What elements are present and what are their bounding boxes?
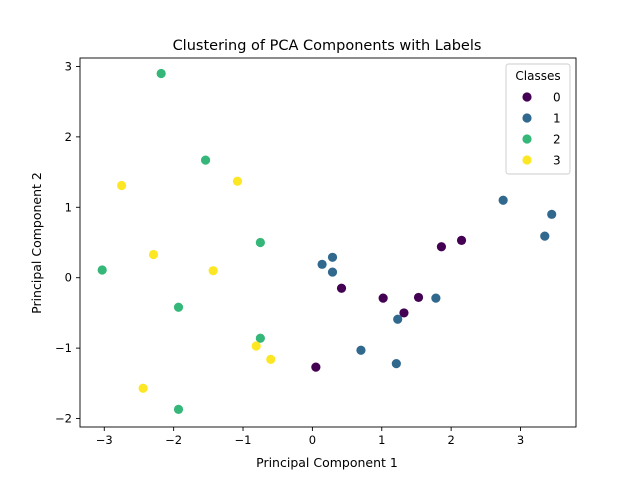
data-point-class-1-9	[547, 209, 557, 219]
data-point-class-2-6	[173, 404, 184, 414]
data-point-class-0-3	[399, 308, 409, 318]
x-tick-label: −1	[235, 433, 252, 447]
data-point-class-3-0	[117, 180, 127, 191]
data-point-class-1-1	[327, 252, 338, 262]
x-tick-label: 2	[447, 433, 454, 447]
data-point-class-1-0	[317, 259, 327, 269]
legend-marker-class-2	[522, 134, 532, 144]
x-tick-label: 3	[517, 433, 524, 447]
plot-area: −3 −2 −1 0 1 2 3 −2 −1 0 1 2 3	[55, 57, 577, 447]
legend-title: Classes	[515, 69, 560, 83]
legend-marker-class-3	[522, 155, 532, 165]
legend-marker-class-1	[522, 113, 532, 123]
data-point-class-3-1	[232, 176, 243, 186]
x-tick-label: 1	[378, 433, 385, 447]
data-point-class-1-2	[327, 267, 338, 277]
y-tick-label: 0	[65, 271, 72, 285]
data-point-class-1-4	[391, 359, 401, 369]
data-point-class-2-4	[173, 302, 184, 312]
data-point-class-1-8	[540, 231, 550, 241]
data-point-class-0-2	[378, 293, 388, 303]
data-point-class-3-6	[138, 383, 148, 393]
data-point-class-1-3	[356, 345, 366, 355]
legend-label-class-0: 0	[553, 91, 561, 105]
legend-marker-class-0	[522, 92, 532, 102]
data-point-class-1-5	[393, 314, 403, 324]
data-point-class-3-4	[251, 341, 261, 351]
data-point-class-0-0	[311, 362, 321, 372]
data-point-class-3-2	[148, 249, 159, 260]
data-point-class-2-1	[200, 155, 211, 165]
data-point-class-0-5	[436, 242, 447, 252]
y-tick-label: 1	[65, 200, 72, 214]
legend-label-class-3: 3	[553, 154, 561, 168]
x-axis-label: Principal Component 1	[256, 455, 398, 470]
x-tick-label: −2	[165, 433, 182, 447]
y-tick-label: −2	[55, 412, 72, 426]
legend-label-class-2: 2	[553, 133, 561, 147]
y-tick-label: 3	[65, 59, 72, 73]
chart-title: Clustering of PCA Components with Labels	[173, 38, 482, 54]
data-point-class-2-5	[255, 333, 265, 343]
data-point-class-1-7	[498, 195, 508, 205]
data-point-class-3-5	[266, 354, 276, 364]
x-tick-label: −3	[96, 433, 113, 447]
data-point-class-0-1	[336, 283, 347, 293]
axes-frame	[79, 57, 577, 428]
data-point-class-1-6	[431, 293, 441, 303]
data-point-class-0-6	[456, 235, 467, 245]
data-point-class-2-0	[156, 68, 166, 79]
data-point-class-3-3	[208, 266, 218, 276]
data-point-class-2-3	[255, 237, 265, 248]
y-tick-label: −1	[55, 341, 72, 355]
x-tick-label: 0	[309, 433, 316, 447]
legend-box	[505, 63, 571, 175]
legend-label-class-1: 1	[553, 112, 561, 126]
legend: Classes 0 1 2 3	[505, 63, 571, 175]
data-point-class-0-4	[413, 292, 424, 303]
data-point-class-2-2	[97, 265, 107, 275]
y-axis-label: Principal Component 2	[29, 172, 44, 314]
y-tick-label: 2	[65, 130, 72, 144]
